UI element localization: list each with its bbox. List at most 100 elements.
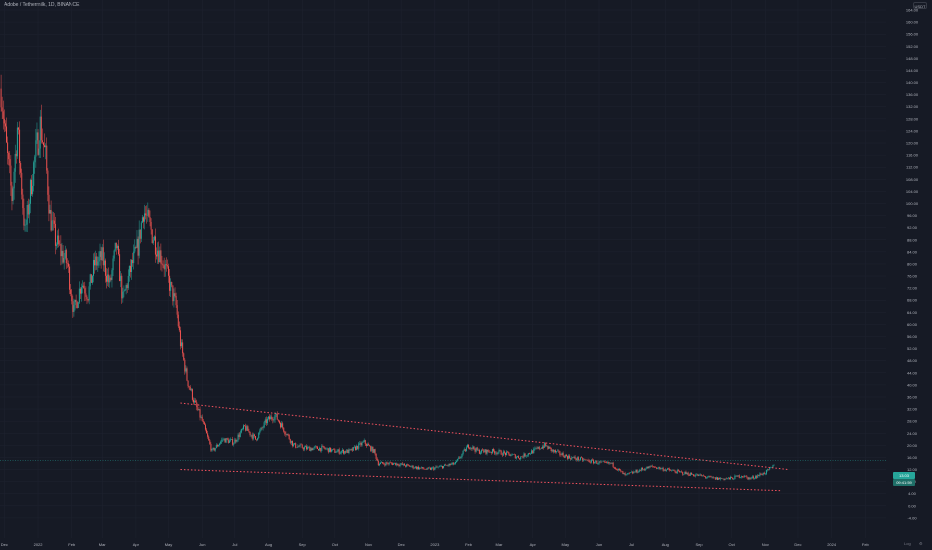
y-tick-label: 60.00 [907, 322, 918, 327]
candle-body [416, 466, 418, 469]
candle-body [271, 416, 273, 420]
candle-body [622, 471, 624, 475]
candle-body [607, 461, 609, 463]
candle-body [150, 222, 152, 230]
candle-body [65, 250, 67, 264]
candle-body [213, 447, 215, 451]
candle-body [606, 462, 608, 463]
candle-body [690, 472, 692, 475]
candle-body [716, 477, 718, 480]
candle-body [448, 463, 450, 466]
candle-body [1, 107, 3, 112]
candle-body [36, 132, 38, 141]
candle-body [62, 250, 64, 263]
candle-body [116, 245, 118, 249]
candle-body [196, 402, 198, 408]
candle-body [73, 305, 75, 312]
candle-body [590, 459, 592, 463]
candle-body [497, 452, 499, 454]
candle-body [509, 453, 511, 457]
candle-body [172, 285, 174, 302]
y-tick-label: 4.00 [908, 491, 917, 496]
candle-body [676, 470, 678, 474]
x-tick-label: Aug [265, 542, 272, 547]
symbol-legend[interactable]: Adobe / Tethermilk, 1D, BINANCE [4, 2, 80, 8]
axis-settings-icon[interactable]: ⚙ [919, 541, 923, 546]
candle-body [263, 422, 265, 428]
candle-body [84, 288, 86, 294]
candle-body [23, 208, 25, 226]
candle-body [550, 447, 552, 451]
candle-body [630, 472, 632, 473]
candle-body [515, 457, 517, 459]
candle-body [188, 386, 190, 388]
candle-body [332, 449, 334, 450]
candle-body [485, 449, 487, 454]
candle-body [268, 416, 270, 419]
candle-body [266, 418, 268, 424]
candle-body [33, 162, 35, 186]
candle-body [361, 442, 363, 446]
candle-body [744, 475, 746, 478]
y-tick-label: 52.00 [907, 346, 918, 351]
candle-body [619, 468, 621, 471]
currency-label[interactable]: USDT [913, 2, 927, 9]
candle-body [669, 468, 671, 471]
candle-body [433, 467, 435, 470]
candle-body [264, 419, 266, 423]
candle-body [141, 217, 143, 223]
candle-body [756, 476, 758, 478]
candle-body [620, 470, 622, 471]
candle-body [665, 469, 667, 471]
candle-body [94, 259, 96, 266]
candle-body [249, 431, 251, 436]
candle-body [310, 448, 312, 451]
candle-body [708, 475, 710, 478]
candle-body [696, 474, 698, 475]
candle-body [455, 461, 457, 464]
candle-body [219, 443, 221, 446]
candle-body [221, 439, 223, 442]
candle-body [576, 457, 578, 460]
candle-body [57, 235, 59, 245]
candle-body [251, 434, 253, 439]
candle-body [209, 440, 211, 444]
candle-body [270, 416, 272, 420]
candle-body [340, 451, 342, 453]
candle-body [419, 467, 421, 470]
candle-body [506, 451, 508, 456]
candle-body [769, 467, 771, 470]
candle-body [382, 462, 384, 464]
candle-body [714, 477, 716, 480]
candle-body [616, 469, 618, 471]
candle-body [35, 140, 37, 157]
candle-body [731, 476, 733, 478]
candle-body [715, 477, 717, 480]
candle-body [352, 447, 354, 451]
log-scale-toggle[interactable]: Log [904, 541, 911, 546]
candle-body [304, 446, 306, 448]
candle-body [131, 259, 133, 272]
candle-body [452, 462, 454, 465]
candle-body [76, 301, 78, 308]
candle-body [175, 295, 177, 306]
candle-body [237, 434, 239, 441]
candle-body [545, 442, 547, 447]
candle-body [751, 476, 753, 478]
candle-body [166, 265, 168, 267]
candle-body [537, 446, 539, 449]
candle-body [176, 305, 178, 315]
candle-body [613, 466, 615, 468]
candle-body [339, 452, 341, 454]
x-tick-label: Nov [762, 542, 769, 547]
x-tick-label: Dec [1, 542, 8, 547]
candle-body [569, 455, 571, 459]
candle-body [621, 470, 623, 472]
candle-body [474, 449, 476, 452]
x-tick-label: Aug [662, 542, 669, 547]
candle-body [364, 440, 366, 445]
candle-body [400, 463, 402, 465]
candle-body [70, 289, 72, 294]
candle-body [313, 446, 315, 449]
